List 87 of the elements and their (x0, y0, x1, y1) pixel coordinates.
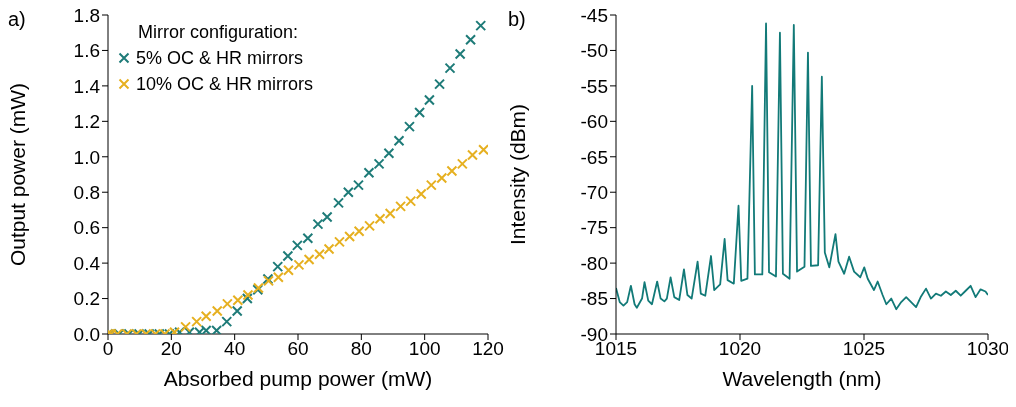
point (395, 200, 407, 212)
point (314, 248, 326, 260)
point (403, 121, 415, 133)
point (352, 179, 364, 191)
point (344, 231, 356, 243)
point (272, 261, 284, 273)
point (414, 106, 426, 118)
point (466, 149, 478, 161)
legend-label: 10% OC & HR mirrors (136, 73, 314, 96)
x-tick-label: 80 (350, 338, 372, 360)
y-tick-label: 0.0 (73, 323, 100, 345)
point (405, 195, 417, 207)
text: b) (508, 8, 526, 31)
x-tick-label: 40 (224, 338, 246, 360)
y-tick-label: 1.6 (73, 40, 100, 62)
point (191, 316, 203, 328)
point (374, 213, 386, 225)
point (465, 34, 477, 46)
y-tick-label: -50 (580, 40, 608, 62)
point (393, 135, 405, 147)
x-tick-label: 1020 (718, 338, 762, 360)
point (475, 20, 487, 32)
point (436, 172, 448, 184)
y-tick-label: -70 (580, 181, 608, 203)
point (333, 236, 345, 248)
x-tick-label: 0 (102, 338, 114, 360)
legend-title: Mirror configuration: (137, 21, 300, 44)
line-series (616, 22, 988, 311)
point (454, 48, 466, 60)
x-tick-label: 20 (160, 338, 182, 360)
x-axis-title: Absorbed pump power (mW) (163, 367, 433, 390)
legend-label: 5% OC & HR mirrors (136, 47, 304, 70)
x-tick-label: 1025 (842, 338, 886, 360)
point (291, 239, 303, 251)
y-axis-title: Output power (mW) (6, 82, 30, 267)
x-tick-label: 60 (287, 338, 309, 360)
point (415, 188, 427, 200)
y-tick-label: -85 (580, 288, 608, 310)
point (342, 186, 354, 198)
point (384, 207, 396, 219)
y-tick-label: 1.8 (73, 4, 100, 26)
point (363, 167, 375, 179)
point (221, 316, 233, 328)
point (321, 211, 333, 223)
y-tick-label: -75 (580, 217, 608, 239)
y-tick-label: -65 (580, 146, 608, 168)
point (425, 179, 437, 191)
point (333, 197, 345, 209)
point (241, 293, 253, 305)
point (200, 310, 212, 322)
y-tick-label: 0.6 (73, 217, 100, 239)
point (353, 225, 365, 237)
y-tick-label: 1.0 (73, 146, 100, 168)
y-tick-label: 0.8 (73, 181, 100, 203)
y-axis-title: Intensity (dBm) (506, 103, 530, 246)
point (211, 305, 223, 317)
y-tick-label: -80 (580, 252, 608, 274)
point (383, 147, 395, 159)
point (282, 250, 294, 262)
point (373, 158, 385, 170)
y-tick-label: -60 (580, 111, 608, 133)
point (283, 264, 294, 276)
point (323, 243, 335, 255)
y-tick-label: 0.2 (73, 288, 100, 310)
point (364, 220, 376, 232)
x-tick-label: 1030 (966, 338, 1010, 360)
point (303, 254, 315, 266)
point (478, 144, 488, 156)
point (456, 158, 468, 170)
y-tick-label: 1.2 (73, 111, 100, 133)
y-tick-label: -45 (580, 4, 608, 26)
point (446, 165, 458, 177)
point (302, 232, 314, 244)
point (231, 305, 243, 317)
y-tick-label: -55 (580, 75, 608, 97)
x-tick-label: 120 (472, 338, 504, 360)
point (434, 78, 446, 90)
x-tick-label: 100 (408, 338, 441, 360)
point (293, 259, 305, 271)
point (444, 62, 456, 74)
x-axis-title: Wavelength (nm) (722, 367, 882, 390)
y-tick-label: 1.4 (73, 75, 101, 97)
point (312, 218, 324, 230)
point (242, 289, 254, 301)
y-tick-label: 0.4 (73, 252, 101, 274)
text: a) (8, 8, 26, 31)
point (423, 94, 435, 106)
